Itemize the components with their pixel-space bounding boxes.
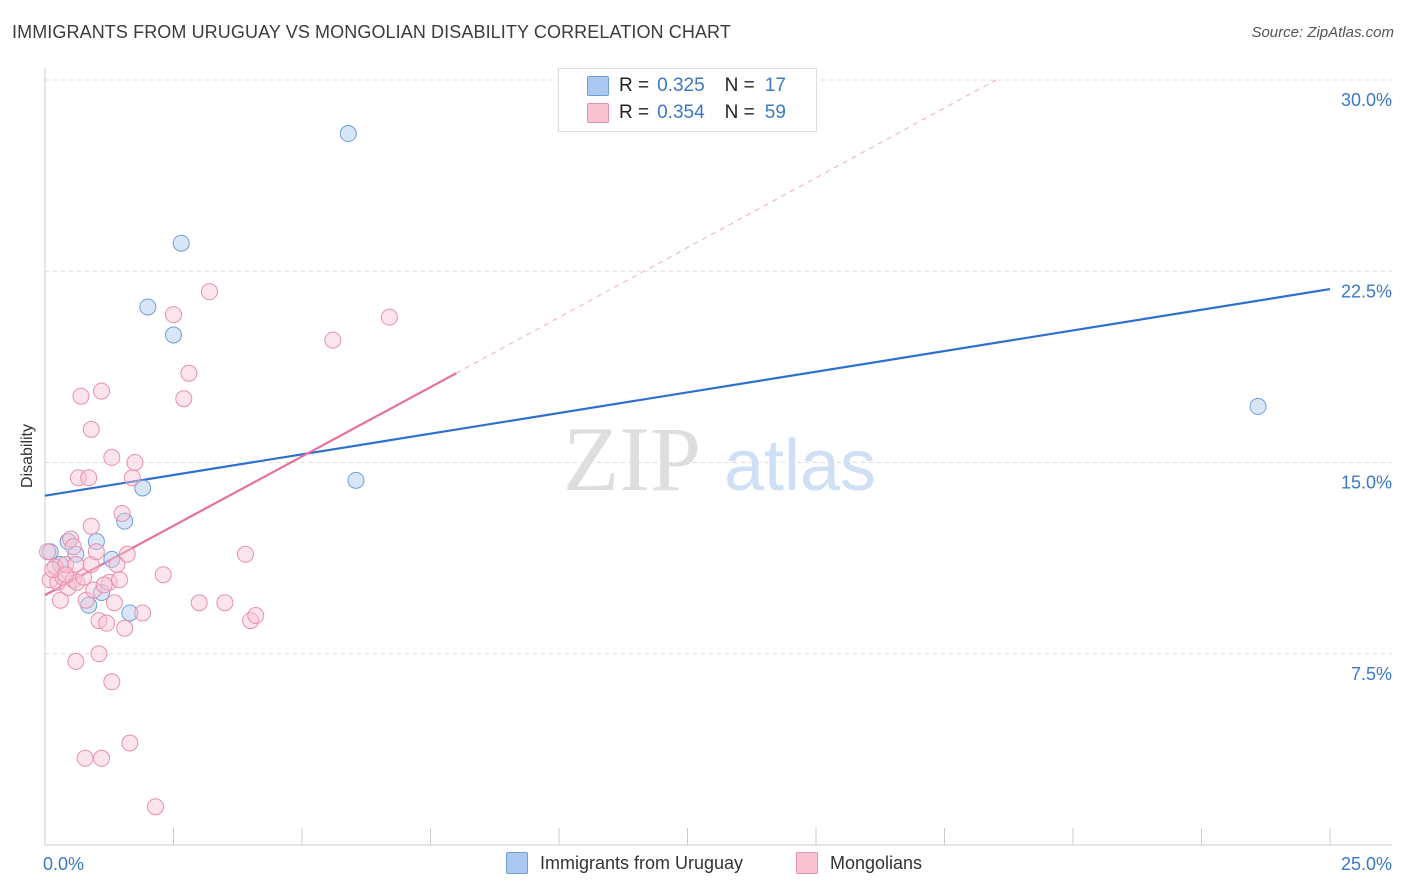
point-mongolians (82, 517, 100, 535)
r-label: R = (619, 75, 650, 96)
point-mongolians (67, 652, 85, 670)
y-tick-label: 7.5% (1351, 664, 1392, 684)
point-mongolians (134, 604, 152, 622)
point-mongolians (95, 576, 113, 594)
point-mongolians (154, 566, 172, 584)
legend-label-mongolians: Mongolians (830, 852, 923, 873)
point-uruguay (339, 125, 357, 143)
point-mongolians (64, 538, 82, 556)
point-mongolians (69, 469, 87, 487)
point-mongolians (75, 568, 93, 586)
legend-swatch-mongolians (587, 103, 609, 123)
legend-swatch-uruguay (587, 76, 609, 96)
point-mongolians (126, 454, 144, 471)
point-mongolians (67, 556, 85, 573)
point-uruguay (87, 533, 105, 551)
trend-line-uruguay (44, 288, 1331, 497)
point-mongolians (247, 607, 265, 624)
r-value: 0.325 (657, 75, 705, 96)
legend-swatch-mongolians (796, 852, 818, 874)
point-mongolians (180, 364, 198, 382)
x-tick-label: 0.0% (43, 854, 84, 874)
point-mongolians (111, 571, 129, 589)
source-label: Source: ZipAtlas.com (1251, 24, 1394, 41)
point-mongolians (44, 561, 62, 579)
point-mongolians (57, 556, 75, 573)
y-tick-label: 30.0% (1341, 90, 1392, 110)
point-uruguay (347, 471, 365, 489)
point-mongolians (121, 734, 139, 752)
point-mongolians (85, 581, 103, 599)
point-mongolians (118, 545, 136, 563)
n-value: 59 (764, 102, 786, 123)
trend-lines (44, 79, 1331, 597)
point-mongolians (93, 749, 111, 767)
point-mongolians (175, 390, 193, 408)
trend-extension-mongolians (455, 79, 997, 374)
point-mongolians (87, 543, 105, 561)
point-mongolians (200, 283, 218, 301)
y-tick-label: 22.5% (1341, 281, 1392, 301)
point-mongolians (236, 545, 254, 563)
y-tick-label: 15.0% (1341, 473, 1392, 493)
point-mongolians (103, 448, 121, 466)
point-mongolians (100, 573, 118, 591)
point-mongolians (39, 543, 57, 561)
point-uruguay (1249, 397, 1267, 415)
point-mongolians (57, 566, 75, 584)
point-mongolians (165, 306, 182, 324)
trend-line-mongolians (44, 372, 457, 597)
point-uruguay (80, 596, 98, 614)
data-points (39, 125, 1267, 816)
point-mongolians (80, 469, 98, 487)
n-value: 17 (764, 75, 786, 96)
stats-row-mongolians: R = 0.354 N = 59 (587, 101, 786, 125)
legend-label-uruguay: Immigrants from Uruguay (540, 852, 744, 873)
point-mongolians (82, 420, 100, 438)
point-mongolians (113, 505, 131, 522)
x-tick-label: 25.0% (1341, 854, 1392, 874)
point-mongolians (72, 387, 90, 405)
point-mongolians (380, 308, 398, 326)
point-mongolians (105, 594, 123, 612)
legend-swatch-uruguay (506, 852, 528, 874)
legend-item-uruguay[interactable]: Immigrants from Uruguay (506, 852, 743, 874)
point-mongolians (76, 749, 94, 767)
n-label: N = (724, 102, 755, 123)
watermark-zip: ZIP (563, 408, 701, 510)
point-mongolians (90, 645, 108, 663)
n-label: N = (724, 75, 755, 96)
point-mongolians (51, 591, 69, 609)
point-uruguay (134, 479, 152, 497)
point-uruguay (139, 298, 157, 316)
watermark: ZIP atlas (563, 408, 876, 510)
point-mongolians (242, 612, 260, 630)
point-uruguay (172, 234, 190, 252)
point-mongolians (82, 556, 100, 573)
point-mongolians (147, 798, 165, 816)
point-mongolians (116, 619, 134, 637)
stats-legend: R = 0.325 N = 17 R = 0.354 N = 59 (558, 68, 817, 132)
point-uruguay (59, 533, 77, 551)
watermark-atlas: atlas (724, 426, 876, 506)
point-mongolians (103, 673, 121, 691)
point-uruguay (121, 604, 139, 622)
stats-row-uruguay: R = 0.325 N = 17 (587, 74, 786, 98)
tick-labels: 7.5% 15.0% 22.5% 30.0% 0.0% 25.0% (43, 90, 1392, 874)
r-label: R = (619, 102, 650, 123)
point-uruguay (165, 326, 182, 344)
point-uruguay (103, 550, 121, 568)
gridlines (45, 79, 1392, 655)
point-mongolians (93, 382, 111, 400)
point-mongolians (98, 614, 116, 632)
axes (44, 68, 1392, 846)
legend-item-mongolians[interactable]: Mongolians (796, 852, 922, 874)
point-mongolians (216, 594, 234, 612)
point-mongolians (123, 469, 141, 487)
point-mongolians (190, 594, 208, 612)
point-mongolians (324, 331, 342, 349)
r-value: 0.354 (657, 102, 705, 123)
chart-title: IMMIGRANTS FROM URUGUAY VS MONGOLIAN DIS… (12, 22, 731, 42)
